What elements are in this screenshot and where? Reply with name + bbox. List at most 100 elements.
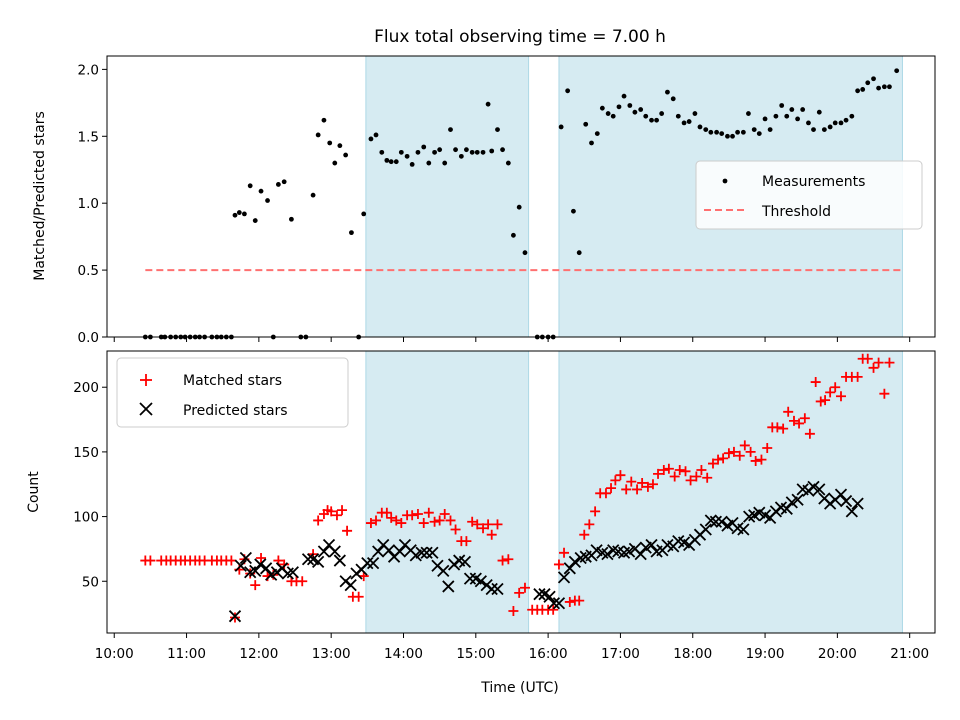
measurement-point xyxy=(247,183,253,189)
measurement-point xyxy=(241,211,247,217)
matched-star-point xyxy=(745,446,756,457)
matched-star-point xyxy=(669,471,680,482)
measurement-point xyxy=(388,159,394,165)
matched-star-point xyxy=(713,454,724,465)
measurement-point xyxy=(511,232,516,238)
measurement-point xyxy=(686,119,692,124)
matched-star-point xyxy=(750,455,761,466)
predicted-star-point xyxy=(382,544,396,557)
measurement-point xyxy=(583,121,589,127)
predicted-star-point xyxy=(301,553,315,566)
measurement-point xyxy=(860,87,866,92)
measurement-point xyxy=(599,105,605,111)
ratio-y-axis-label: Matched/Predicted stars xyxy=(32,111,48,281)
matched-stars-points xyxy=(140,353,895,623)
matched-star-point xyxy=(256,552,267,563)
measurement-point xyxy=(337,143,343,149)
matched-star-point xyxy=(825,387,836,398)
legend-matched-label: Matched stars xyxy=(183,373,282,389)
ratio-x-axis-ticks xyxy=(113,337,911,342)
measurement-point xyxy=(275,182,281,187)
matched-star-point xyxy=(884,357,895,368)
measurement-point xyxy=(421,144,427,150)
predicted-star-point xyxy=(239,551,252,565)
measurement-point xyxy=(522,250,528,256)
x-tick-label: 14:00 xyxy=(384,646,423,662)
predicted-star-point xyxy=(474,575,488,588)
measurement-point xyxy=(453,147,458,153)
matched-star-point xyxy=(778,423,789,434)
matched-star-point xyxy=(815,396,826,407)
predicted-star-point xyxy=(372,545,385,558)
matched-star-point xyxy=(680,466,691,477)
predicted-star-point xyxy=(533,588,546,601)
legend-matched-marker xyxy=(140,374,152,386)
predicted-star-point xyxy=(737,523,750,536)
predicted-star-point xyxy=(634,547,647,561)
matched-star-point xyxy=(483,519,494,530)
predicted-star-point xyxy=(344,579,357,592)
measurement-point xyxy=(409,161,415,167)
matched-star-point xyxy=(548,604,559,615)
matched-star-point xyxy=(873,357,884,368)
matched-star-point xyxy=(391,515,402,526)
measurement-point xyxy=(659,111,665,116)
measurement-point xyxy=(505,160,511,166)
matched-star-point xyxy=(642,481,653,492)
predicted-star-point xyxy=(458,555,472,568)
measurement-point xyxy=(500,147,505,153)
measurement-point xyxy=(327,140,333,146)
matched-star-point xyxy=(728,446,739,457)
matched-star-point xyxy=(461,536,472,547)
predicted-star-point xyxy=(813,483,826,496)
measurement-point xyxy=(605,111,611,116)
matched-star-point xyxy=(615,470,626,481)
measurement-point xyxy=(576,250,582,256)
matched-star-point xyxy=(445,515,456,526)
matched-star-point xyxy=(386,512,397,523)
matched-star-point xyxy=(584,519,595,530)
measurement-point xyxy=(489,148,495,154)
measurement-point xyxy=(865,80,871,86)
predicted-star-point xyxy=(249,564,262,578)
measurement-point xyxy=(746,111,751,116)
matched-star-point xyxy=(353,591,364,602)
y-tick-label: 2.0 xyxy=(78,62,99,78)
measurement-point xyxy=(426,160,432,166)
measurement-point xyxy=(332,160,338,166)
legend-predicted-marker xyxy=(139,402,153,416)
measurement-point xyxy=(480,149,486,155)
matched-star-point xyxy=(621,484,632,495)
measurement-point xyxy=(404,153,410,159)
predicted-star-point xyxy=(715,515,728,528)
matched-star-point xyxy=(610,475,621,486)
predicted-star-point xyxy=(228,610,242,623)
measurement-point xyxy=(887,84,892,90)
predicted-star-point xyxy=(234,559,247,572)
measurement-point xyxy=(751,127,757,132)
ratio-legend-box xyxy=(695,160,923,230)
matched-star-point xyxy=(396,518,407,529)
measurement-point xyxy=(627,103,633,108)
y-tick-label: 150 xyxy=(73,445,99,461)
measurement-point xyxy=(697,124,703,130)
chart-title: Flux total observing time = 7.00 h xyxy=(374,27,666,47)
predicted-star-point xyxy=(328,545,341,558)
measurement-point xyxy=(321,117,327,123)
predicted-stars-points xyxy=(228,480,864,623)
measurement-point xyxy=(448,127,453,132)
predicted-star-point xyxy=(851,497,864,510)
predicted-star-point xyxy=(485,582,498,596)
measurement-point xyxy=(558,124,564,130)
measurement-point xyxy=(649,117,654,123)
y-tick-label: 0.5 xyxy=(78,263,99,279)
matched-star-point xyxy=(250,580,261,591)
matched-star-point xyxy=(804,428,815,439)
matched-star-point xyxy=(381,507,392,518)
matched-star-point xyxy=(472,519,483,530)
matched-star-point xyxy=(734,450,745,461)
measurement-point xyxy=(730,133,735,139)
measurement-point xyxy=(740,129,746,135)
matched-star-point xyxy=(762,443,773,454)
x-tick-label: 15:00 xyxy=(456,646,495,662)
